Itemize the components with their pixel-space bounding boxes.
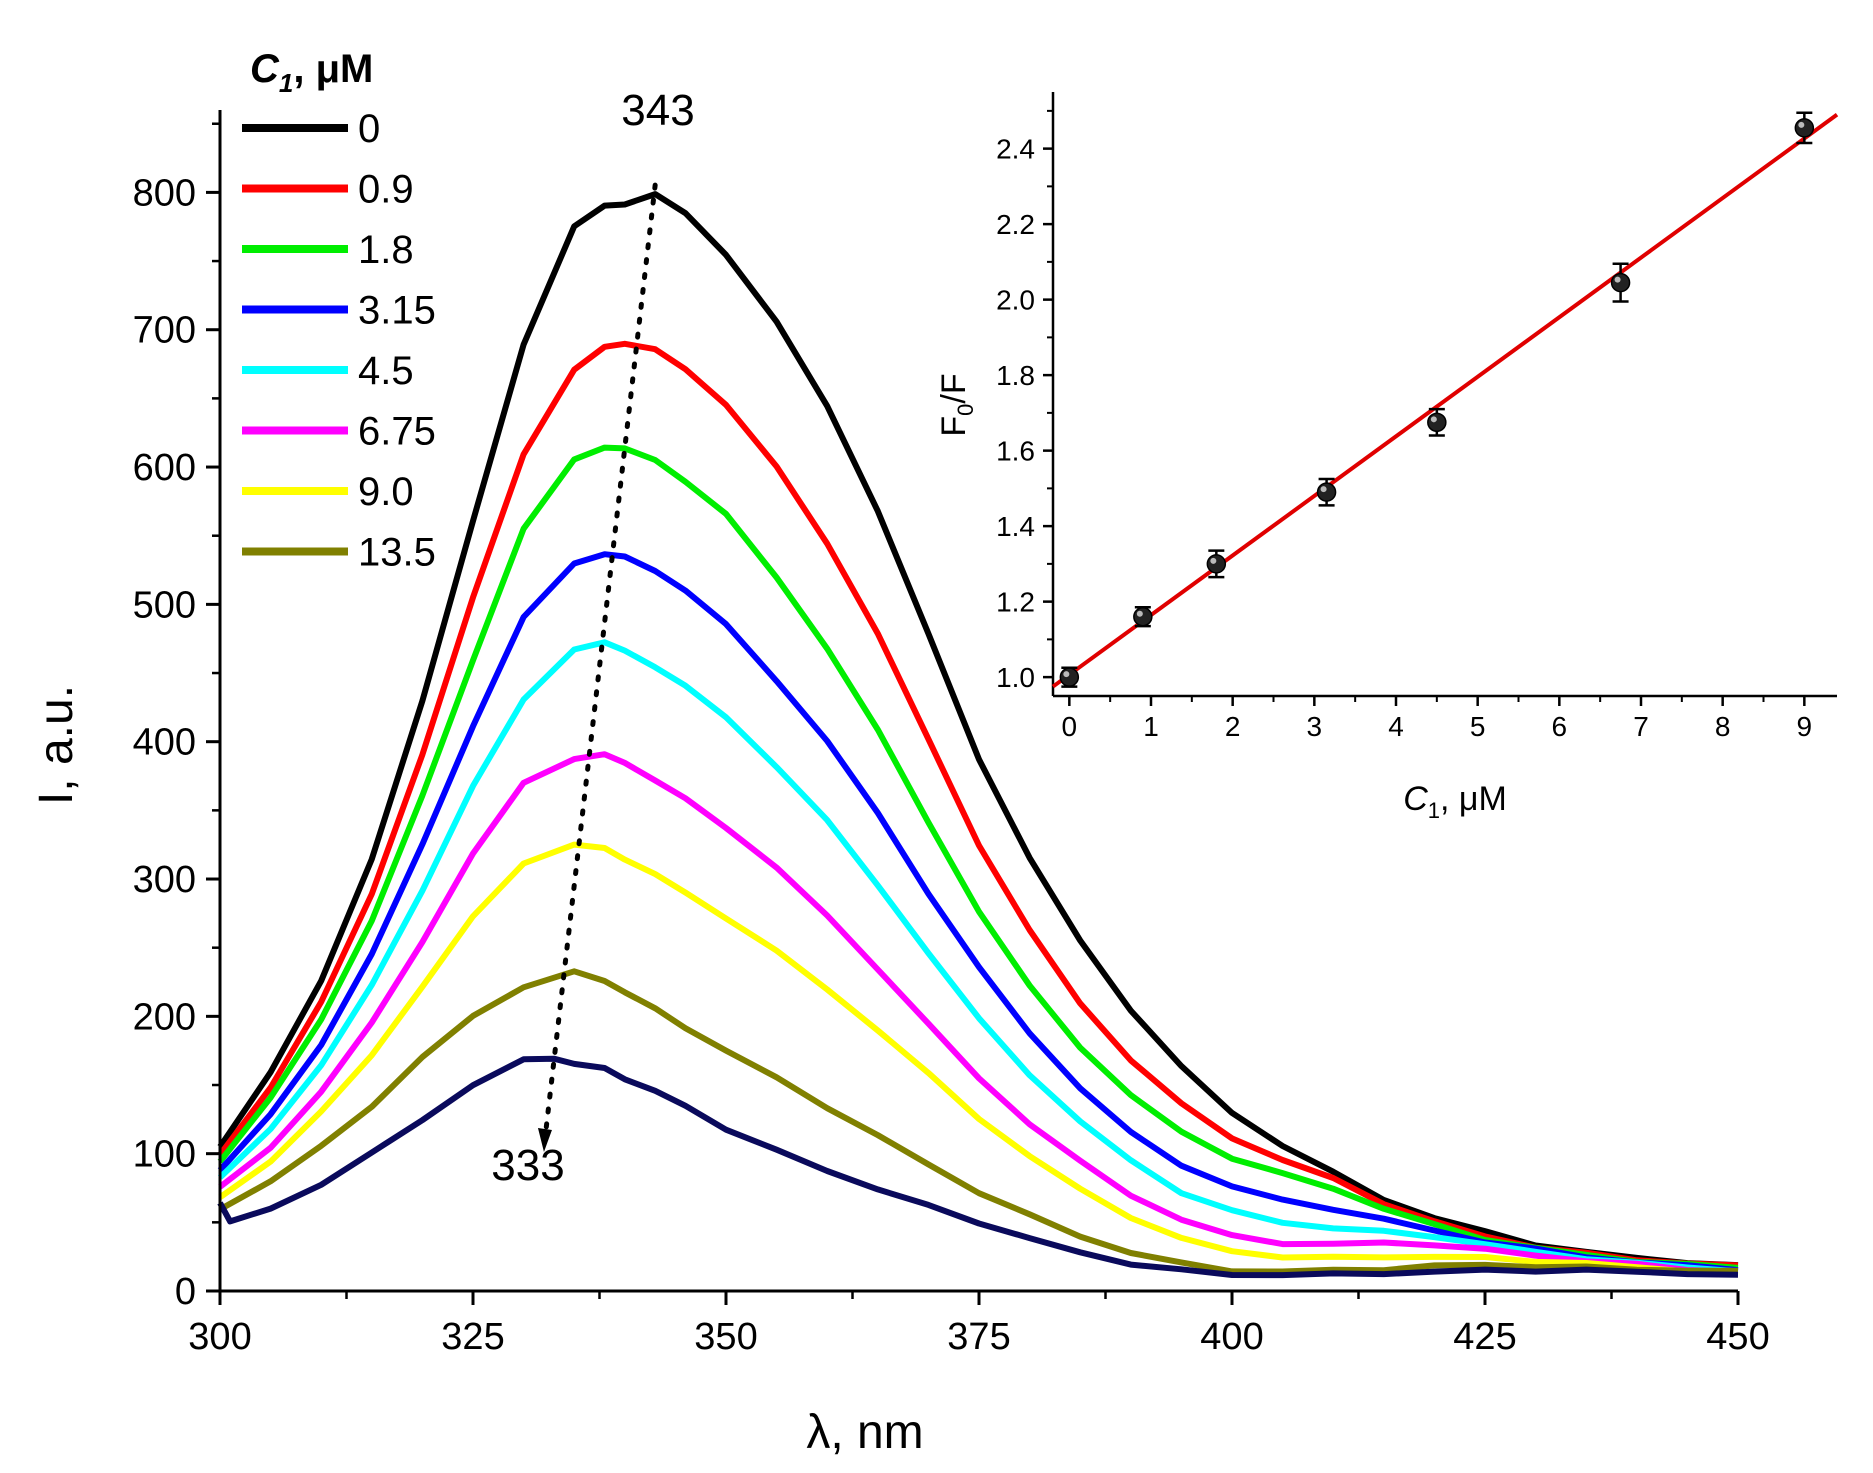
y-tick-label: 400 xyxy=(133,722,196,764)
inset-y-tick-label: 1.8 xyxy=(996,360,1035,391)
data-point-highlight xyxy=(1063,671,1070,678)
x-tick-label: 375 xyxy=(947,1316,1010,1358)
data-point xyxy=(1133,606,1153,627)
x-tick-label: 325 xyxy=(441,1316,504,1358)
y-tick-label: 200 xyxy=(133,996,196,1038)
data-point xyxy=(1610,272,1631,293)
x-tick-label: 450 xyxy=(1706,1316,1769,1358)
peak-shift-arrow xyxy=(537,182,658,1152)
data-point xyxy=(1206,554,1227,574)
y-tick-label: 600 xyxy=(133,447,196,489)
legend-label: 13.5 xyxy=(358,531,436,575)
y-tick-label: 100 xyxy=(133,1134,196,1176)
data-point-highlight xyxy=(1614,276,1621,283)
x-tick-label: 300 xyxy=(188,1316,251,1358)
data-point-highlight xyxy=(1798,121,1805,128)
inset-y-tick-label: 1.2 xyxy=(996,587,1035,618)
inset-x-tick-label: 0 xyxy=(1062,711,1078,742)
main-axes: 300 325 350 375 400 425 4500100200300400500600… xyxy=(133,110,1770,1358)
inset-x-axis-label: C1, μM xyxy=(1403,780,1507,823)
legend-label: 1.8 xyxy=(358,228,414,272)
y-tick-label: 500 xyxy=(133,584,196,626)
legend-label: 4.5 xyxy=(358,349,414,393)
inset-x-tick-label: 7 xyxy=(1633,711,1649,742)
fit-line-segment xyxy=(1051,113,1839,689)
spectrum-line xyxy=(217,551,1739,1274)
inset-chart: 0 1 2 3 4 5 6 7 8 9 1.0 1.2 1.4 1.6 1.8 2.0 2.2 2.4 C1, μ… xyxy=(935,92,1839,823)
inset-x-tick-label: 3 xyxy=(1307,711,1323,742)
y-tick-label: 800 xyxy=(133,172,196,214)
y-tick-label: 0 xyxy=(175,1271,196,1313)
y-tick-label: 300 xyxy=(133,859,196,901)
main-ticks: 300 325 350 375 400 425 4500100200300400500600… xyxy=(133,122,1770,1358)
peak-label-333: 333 xyxy=(491,1141,564,1190)
spectrum-line xyxy=(217,1055,1739,1279)
spectrum-line xyxy=(218,968,1738,1275)
x-tick-label: 350 xyxy=(694,1316,757,1358)
inset-x-tick-label: 6 xyxy=(1552,711,1568,742)
data-point xyxy=(1316,482,1337,502)
legend-label: 6.75 xyxy=(358,410,436,454)
data-point xyxy=(1794,118,1815,138)
inset-x-tick-label: 5 xyxy=(1470,711,1486,742)
inset-ticks: 0 1 2 3 4 5 6 7 8 9 1.0 1.2 1.4 1.6 1.8 2.0 2.2 2.4 xyxy=(996,109,1813,742)
spectra-curves xyxy=(217,191,1739,1279)
data-points xyxy=(1059,111,1815,688)
x-tick-label: 400 xyxy=(1200,1316,1263,1358)
legend-label: 9.0 xyxy=(358,470,414,514)
spectrum-line xyxy=(218,751,1739,1275)
inset-x-tick-label: 9 xyxy=(1797,711,1813,742)
inset-y-tick-label: 1.0 xyxy=(996,662,1035,693)
legend-title: C1, μM xyxy=(250,47,373,98)
legend: C1, μM 0 0.9 1.8 3.15 4.5 6.75 9.0 13.5 xyxy=(242,47,436,575)
inset-axes: 0 1 2 3 4 5 6 7 8 9 1.0 1.2 1.4 1.6 1.8 2.0 2.2 2.4 xyxy=(996,92,1837,742)
data-point xyxy=(1059,667,1080,687)
legend-label: 0.9 xyxy=(358,168,414,212)
spectrum-line xyxy=(217,191,1739,1269)
y-tick-label: 700 xyxy=(133,310,196,352)
inset-y-tick-label: 2.4 xyxy=(996,134,1035,165)
inset-y-axis-label: F0/F xyxy=(935,373,978,436)
legend-label: 3.15 xyxy=(358,289,436,333)
spectrum-line xyxy=(218,841,1739,1276)
legend-items: 0 0.9 1.8 3.15 4.5 6.75 9.0 13.5 xyxy=(242,107,436,575)
fit-line xyxy=(1051,113,1839,689)
inset-x-tick-label: 4 xyxy=(1388,711,1404,742)
inset-y-tick-label: 2.2 xyxy=(996,209,1035,240)
inset-x-tick-label: 1 xyxy=(1143,711,1159,742)
inset-x-tick-label: 2 xyxy=(1225,711,1241,742)
legend-label: 0 xyxy=(358,107,380,151)
spectrum-line xyxy=(217,639,1739,1275)
main-chart: 300 325 350 375 400 425 4500100200300400500600… xyxy=(30,47,1770,1459)
data-point-highlight xyxy=(1320,486,1327,493)
data-point-highlight xyxy=(1430,416,1437,423)
inset-x-tick-label: 8 xyxy=(1715,711,1731,742)
inset-y-tick-label: 1.4 xyxy=(996,511,1035,542)
data-point-highlight xyxy=(1210,557,1217,564)
x-tick-label: 425 xyxy=(1453,1316,1516,1358)
data-point-highlight xyxy=(1136,610,1143,617)
peak-label-343: 343 xyxy=(621,86,694,135)
spectrum-line xyxy=(217,340,1739,1269)
inset-y-tick-label: 2.0 xyxy=(996,285,1035,316)
inset-y-tick-label: 1.6 xyxy=(996,436,1035,467)
main-y-axis-label: I, a.u. xyxy=(30,685,83,805)
spectrum-line xyxy=(217,444,1739,1271)
main-x-axis-label: λ, nm xyxy=(806,1406,923,1459)
data-point xyxy=(1427,412,1447,433)
